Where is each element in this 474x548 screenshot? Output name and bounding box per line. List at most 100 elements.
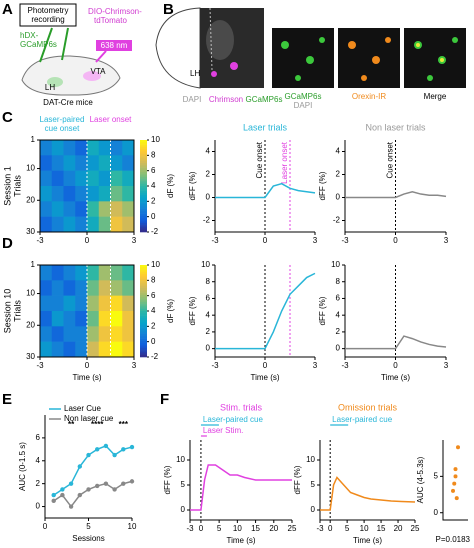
colorbar-step [140, 220, 147, 224]
colorbar-step [140, 350, 147, 353]
colorbar-tick-label: 2 [151, 321, 156, 330]
heatmap-cell [122, 155, 135, 171]
label: tdTomato [94, 16, 127, 25]
colorbar-step [140, 354, 147, 358]
heatmap-cell [87, 311, 100, 327]
panel-letter: F [160, 391, 169, 408]
heatmap-cell [75, 216, 88, 233]
colorbar-step [140, 144, 147, 148]
colorbar-step [140, 292, 147, 296]
colorbar-step [140, 336, 147, 339]
colorbar-step [140, 269, 147, 273]
y-tick-label: 6 [336, 294, 341, 303]
legend-label: Non laser cue [64, 414, 114, 423]
x-tick-label: 0 [43, 522, 48, 531]
x-tick-label: -3 [211, 361, 219, 370]
heatmap-cell [98, 140, 111, 156]
colorbar-step [140, 285, 147, 289]
colorbar-step [140, 169, 147, 173]
heatmap-cell [110, 155, 123, 171]
heatmap-cell [87, 140, 100, 156]
x-axis-label: Time (s) [226, 536, 255, 545]
cells [281, 37, 458, 81]
atlas-outline [155, 7, 201, 89]
colorbar-step [140, 197, 147, 201]
point [68, 504, 74, 509]
heatmap-cell [63, 216, 76, 233]
y-tick-label: 4 [206, 310, 211, 319]
heatmap-cell [98, 265, 111, 281]
event-label: Cue onset [255, 141, 264, 178]
colorbar-step [140, 331, 147, 335]
heatmap-cell [51, 265, 64, 281]
y-axis-label: dFF (%) [188, 171, 197, 200]
heatmap-cell [98, 295, 111, 312]
photometry-box [19, 3, 77, 27]
heatmap-cell [63, 295, 76, 312]
y-tick-label: 0 [434, 508, 439, 517]
point [121, 447, 126, 452]
point [456, 445, 460, 450]
colorbar-tick-label: 4 [151, 181, 156, 190]
heatmap-cell [40, 341, 53, 358]
y-tick-label: 0 [336, 193, 341, 202]
x-tick-label: 3 [132, 361, 137, 370]
colorbar-step [140, 186, 147, 189]
label: DAPI [294, 101, 313, 110]
x-tick-label: 0 [393, 361, 398, 370]
label: LH [190, 69, 200, 78]
x-tick-label: -3 [341, 236, 349, 245]
heatmap-cell [110, 280, 123, 296]
series-line [53, 445, 133, 496]
label: Session 10 [2, 289, 12, 334]
colorbar-step [140, 315, 147, 319]
chart-title: Stim. trials [220, 402, 263, 412]
colorbar-label: dF (%) [166, 299, 175, 323]
label: Photometry [28, 6, 69, 15]
point [121, 481, 126, 486]
heatmap-cell [110, 326, 123, 342]
point [68, 481, 74, 486]
label-spot [230, 62, 238, 70]
heatmap-cell [75, 265, 88, 281]
heatmap-cell [75, 140, 88, 156]
heatmap-cell [51, 326, 64, 342]
heatmap-cell [122, 326, 135, 342]
x-tick-label: 3 [313, 361, 318, 370]
fiber [39, 27, 69, 63]
y-tick-label: 0 [206, 344, 211, 353]
significance: ** [68, 420, 75, 429]
colorbar-step [140, 274, 147, 277]
colorbar-step [140, 218, 147, 221]
heatmap-cell [98, 155, 111, 171]
colorbar-step [140, 334, 147, 337]
y-tick-label: 10 [306, 455, 315, 464]
heatmap-cell [75, 311, 88, 327]
annotation: Laser Stim. [203, 426, 243, 435]
panel-letter: D [2, 235, 13, 252]
label: DAT-Cre mice [43, 98, 93, 107]
colorbar-step [140, 271, 147, 275]
x-tick-label: 10 [128, 522, 137, 531]
colorbar-step [140, 347, 147, 351]
label-spot [211, 71, 217, 77]
x-tick-label: -3 [211, 236, 219, 245]
heatmap-cell [75, 341, 88, 358]
point [453, 467, 458, 472]
stat-label: P=0.0183 [436, 535, 471, 544]
colorbar-step [140, 209, 147, 212]
x-tick-label: 3 [313, 236, 318, 245]
event-label: Laser onset [280, 141, 289, 184]
x-tick-label: 0 [263, 236, 268, 245]
panel-letter: C [2, 109, 13, 126]
heatmap-cell [110, 295, 123, 312]
heatmap-cell [63, 280, 76, 296]
colorbar-step [140, 188, 147, 191]
colorbar-step [140, 322, 147, 326]
y-tick-label: 1 [31, 135, 36, 144]
y-tick-label: 5 [181, 480, 186, 489]
y-axis-label: AUC (4-5.3s) [416, 456, 425, 503]
y-axis-label: dFF (%) [293, 465, 302, 494]
series-line [345, 335, 447, 350]
